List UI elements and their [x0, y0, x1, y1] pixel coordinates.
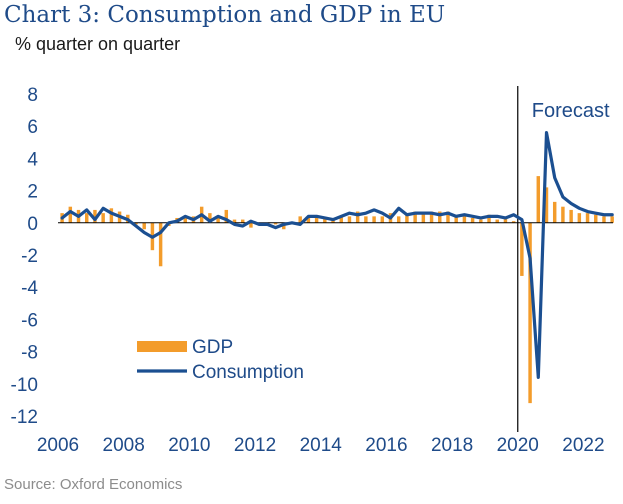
legend-gdp-label: GDP	[192, 337, 233, 358]
consumption-line	[60, 131, 614, 379]
legend-gdp-swatch	[137, 341, 187, 352]
x-tick-label: 2018	[431, 435, 473, 456]
y-axis-ticks: 8 6 4 2 0 -2 -4 -6 -8 -10 -12	[11, 85, 39, 428]
gdp-bar	[413, 211, 417, 223]
x-tick-label: 2010	[168, 435, 210, 456]
gdp-bar	[561, 206, 565, 223]
gdp-bar	[610, 216, 614, 223]
gdp-bar	[372, 216, 376, 223]
gdp-bar	[421, 211, 426, 223]
x-axis-ticks: 2006 2008 2010 2012 2014 2016 2018 2020 2022	[37, 435, 605, 456]
gdp-bar	[594, 214, 598, 223]
gdp-bar	[585, 213, 590, 223]
legend: GDP Consumption	[137, 337, 304, 383]
gdp-bar	[142, 222, 146, 230]
gdp-bar	[364, 216, 368, 223]
gdp-bar	[109, 208, 114, 223]
y-tick-label: 0	[27, 214, 38, 235]
gdp-bar	[306, 217, 311, 223]
gdp-bar	[232, 219, 237, 223]
gdp-bar	[216, 217, 220, 223]
gdp-bar	[446, 211, 450, 223]
gdp-bar	[544, 187, 549, 223]
gdp-bar	[314, 217, 319, 223]
y-tick-label: 4	[27, 149, 38, 170]
x-tick-label: 2014	[300, 435, 343, 456]
gdp-bar	[495, 219, 499, 223]
y-tick-label: -4	[21, 278, 38, 299]
gdp-bar	[93, 209, 97, 223]
gdp-bar	[298, 216, 302, 223]
gdp-bar	[429, 211, 434, 223]
y-tick-label: 6	[27, 117, 38, 138]
x-tick-label: 2016	[365, 435, 407, 456]
gdp-bar	[528, 222, 532, 404]
forecast-label: Forecast	[532, 100, 610, 122]
gdp-bar	[552, 201, 557, 223]
gdp-bar	[470, 217, 475, 223]
gdp-bar	[85, 213, 89, 223]
gdp-bar	[331, 219, 335, 223]
gdp-bar	[355, 211, 360, 223]
x-tick-label: 2012	[234, 435, 276, 456]
chart-title: Chart 3: Consumption and GDP in EU	[4, 2, 446, 28]
gdp-bar	[347, 216, 352, 223]
chart-subtitle: % quarter on quarter	[15, 34, 181, 54]
gdp-bar	[273, 222, 278, 225]
gdp-bar	[536, 176, 541, 223]
gdp-bar	[511, 221, 516, 223]
y-tick-label: -2	[21, 246, 38, 267]
gdp-bar	[134, 222, 138, 225]
gdp-bar	[241, 219, 245, 223]
gdp-bar	[602, 216, 606, 223]
y-tick-label: 2	[27, 182, 38, 203]
gdp-bar	[503, 217, 508, 223]
gdp-bar	[101, 213, 105, 223]
y-tick-label: -12	[11, 407, 38, 428]
x-tick-label: 2008	[103, 435, 145, 456]
y-tick-label: -6	[21, 310, 38, 331]
gdp-bar	[405, 214, 409, 223]
gdp-bar	[577, 213, 582, 223]
x-tick-label: 2022	[562, 435, 604, 456]
gdp-bar	[68, 206, 73, 223]
gdp-bar	[183, 217, 187, 223]
y-tick-label: -8	[21, 343, 38, 364]
x-tick-label: 2020	[497, 435, 539, 456]
gdp-bar	[479, 219, 483, 223]
gdp-bar	[396, 216, 401, 223]
gdp-bar	[454, 216, 458, 223]
y-tick-label: 8	[27, 85, 38, 106]
gdp-bar	[462, 216, 467, 223]
gdp-bar	[339, 216, 343, 223]
gdp-bar	[380, 216, 385, 223]
source-note: Source: Oxford Economics	[4, 476, 183, 493]
legend-consumption-label: Consumption	[192, 362, 304, 383]
gdp-bar	[158, 222, 163, 267]
gdp-bar	[323, 217, 327, 223]
gdp-bar	[208, 213, 212, 223]
gdp-bar	[438, 211, 442, 223]
gdp-bar	[224, 209, 229, 223]
gdp-bar	[569, 209, 573, 223]
gdp-bar	[520, 222, 524, 276]
y-tick-label: -10	[11, 375, 38, 396]
x-tick-label: 2006	[37, 435, 79, 456]
gdp-bar	[487, 214, 491, 223]
gdp-bar	[249, 222, 253, 228]
